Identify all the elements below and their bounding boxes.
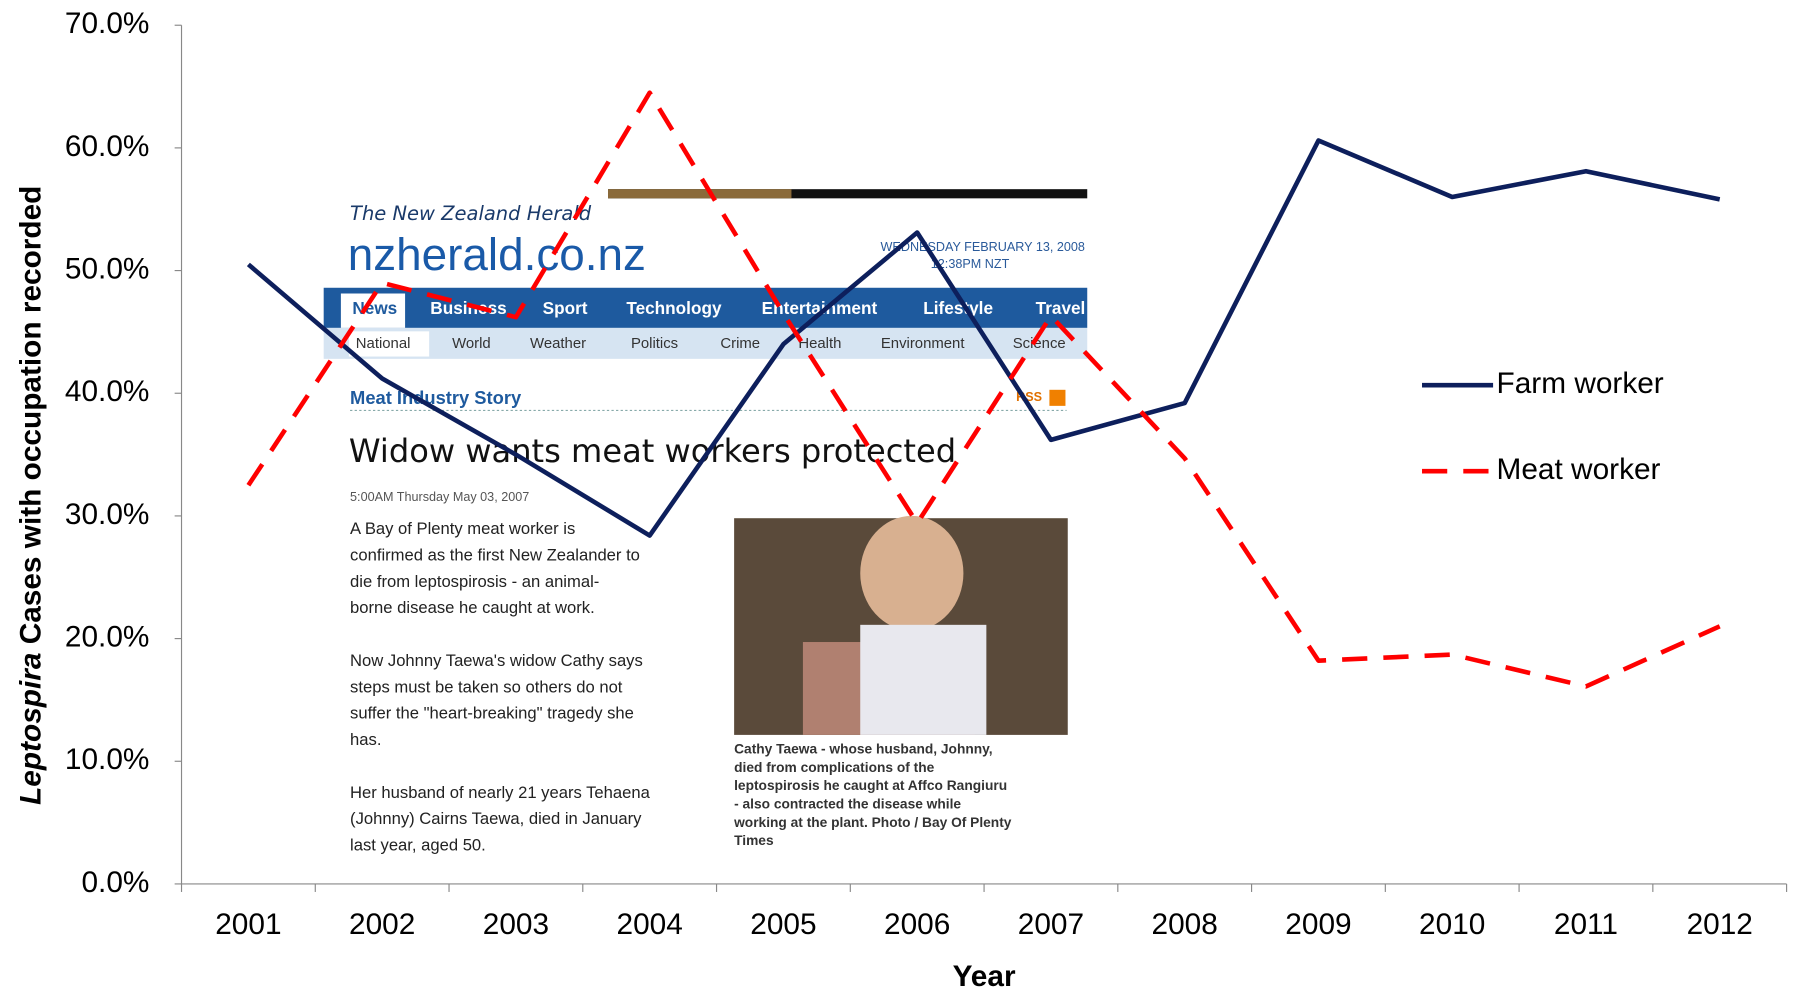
body-line: last year, aged 50. (350, 835, 486, 854)
body-line: die from leptospirosis - an animal- (350, 572, 599, 591)
y-tick-label: 0.0% (81, 866, 149, 899)
nav-item: Business (430, 298, 506, 318)
subnav-item: Environment (881, 336, 965, 352)
x-tick-label: 2008 (1152, 908, 1218, 941)
photo-face (860, 516, 963, 631)
banner-strip (608, 189, 791, 198)
y-tick-label: 60.0% (65, 130, 149, 163)
legend-label: Meat worker (1497, 453, 1661, 486)
body-line: steps must be taken so others do not (350, 677, 623, 696)
caption-line: - also contracted the disease while (734, 796, 961, 811)
body-line: borne disease he caught at work. (350, 598, 595, 617)
y-tick-label: 20.0% (65, 620, 149, 653)
x-tick-label: 2007 (1018, 908, 1084, 941)
x-tick-label: 2010 (1419, 908, 1485, 941)
caption-line: leptospirosis he caught at Affco Rangiur… (734, 778, 1007, 793)
caption-line: Cathy Taewa - whose husband, Johnny, (734, 741, 992, 756)
chart: The New Zealand Herald nzherald.co.nz WE… (0, 0, 1795, 994)
subnav-item: Health (798, 336, 841, 352)
photo-shirt (860, 625, 986, 735)
x-tick-label: 2006 (884, 908, 950, 941)
body-line: Her husband of nearly 21 years Tehaena (350, 783, 651, 802)
legend-label: Farm worker (1497, 367, 1664, 400)
nav-item: News (352, 298, 397, 318)
nav-item: Technology (626, 298, 722, 318)
x-axis-title: Year (953, 960, 1016, 993)
x-tick-label: 2009 (1285, 908, 1351, 941)
section-title: Meat Industry Story (350, 387, 522, 408)
y-tick-label: 70.0% (65, 7, 149, 40)
x-tick-label: 2002 (349, 908, 415, 941)
y-axis-title-italic: Leptospira (14, 653, 47, 805)
y-tick-label: 40.0% (65, 375, 149, 408)
site-name: nzherald.co.nz (348, 228, 646, 280)
caption-line: working at the plant. Photo / Bay Of Ple… (733, 815, 1012, 830)
masthead: The New Zealand Herald (350, 202, 592, 225)
subnav-item: Crime (720, 336, 760, 352)
x-tick-label: 2012 (1687, 908, 1753, 941)
body-line: (Johnny) Cairns Taewa, died in January (350, 809, 642, 828)
body-line: A Bay of Plenty meat worker is (350, 519, 575, 538)
x-tick-label: 2005 (750, 908, 816, 941)
timestamp: 5:00AM Thursday May 03, 2007 (350, 490, 529, 504)
body-line: Now Johnny Taewa's widow Cathy says (350, 651, 643, 670)
subnav-item: World (452, 336, 491, 352)
y-tick-label: 10.0% (65, 743, 149, 776)
y-axis-title: Leptospira Cases with occupation recorde… (14, 186, 47, 805)
nav-item: Travel (1036, 298, 1086, 318)
y-tick-label: 50.0% (65, 252, 149, 285)
rss-icon (1049, 390, 1065, 406)
subnav-item: Politics (631, 336, 678, 352)
news-screenshot: The New Zealand Herald nzherald.co.nz WE… (324, 189, 1088, 854)
subnav-bar (324, 328, 1088, 359)
body-line: suffer the "heart-breaking" tragedy she (350, 704, 634, 723)
caption-line: Times (734, 833, 774, 848)
x-tick-label: 2004 (617, 908, 683, 941)
x-tick-label: 2001 (215, 908, 281, 941)
x-tick-label: 2003 (483, 908, 549, 941)
nav-item: Lifestyle (923, 298, 993, 318)
body-line: has. (350, 730, 381, 749)
subnav-item: Weather (530, 336, 586, 352)
nav-item: Sport (543, 298, 588, 318)
y-tick-label: 30.0% (65, 498, 149, 531)
date: WEDNESDAY FEBRUARY 13, 2008 (881, 240, 1085, 254)
body-line: confirmed as the first New Zealander to (350, 545, 640, 564)
caption-line: died from complications of the (734, 760, 935, 775)
subnav-item: National (356, 336, 411, 352)
x-tick-label: 2011 (1554, 908, 1618, 941)
y-axis-title-rest: Cases with occupation recorded (14, 186, 47, 645)
